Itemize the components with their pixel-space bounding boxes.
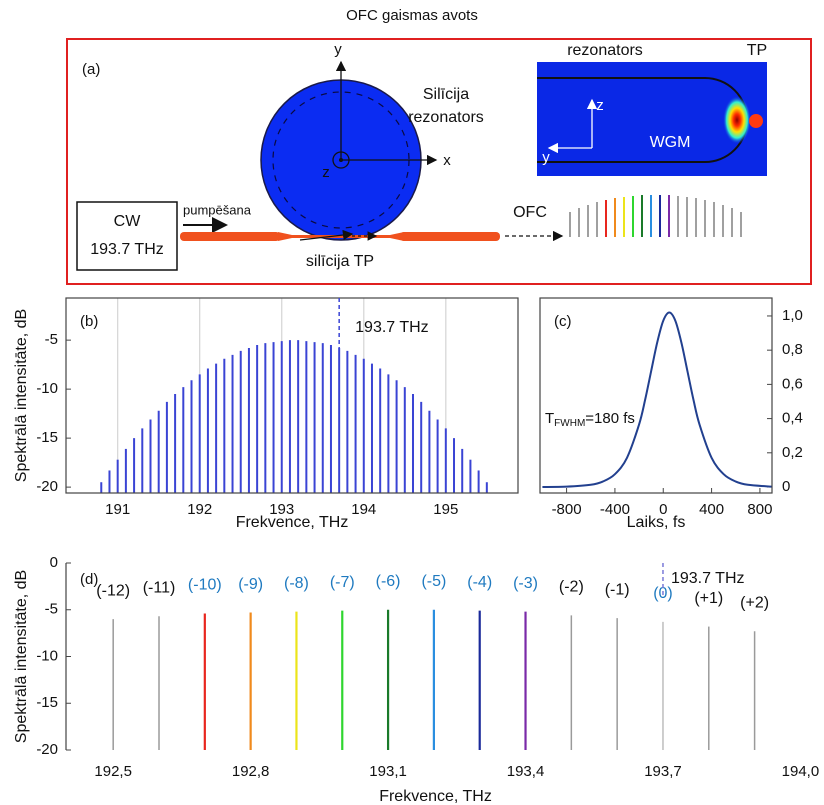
pulse-line: [542, 311, 773, 489]
stem-label: (-12): [96, 582, 130, 599]
figure-title: OFC gaismas avots: [346, 7, 478, 24]
y-tick-label: 0,8: [782, 341, 803, 358]
y-tick-label: 0,6: [782, 375, 803, 392]
waveguide: [400, 232, 500, 241]
inset-label: rezonators: [567, 42, 643, 59]
y-tick-label: 0,4: [782, 410, 803, 427]
axis-label: x: [443, 152, 451, 169]
x-tick-label: 191: [105, 501, 130, 518]
plot-frame: [65, 297, 519, 494]
x-tick-label: 195: [433, 501, 458, 518]
x-axis-title: Laiks, fs: [627, 514, 686, 531]
y-axis-title: Spektrālā intensitāte, dB: [13, 309, 30, 482]
source-label: 193.7 THz: [90, 241, 164, 258]
x-axis-title: Frekvence, THz: [379, 788, 492, 805]
x-tick-label: 400: [699, 501, 724, 518]
stem-label: (-10): [188, 577, 222, 594]
y-tick-label: -5: [45, 331, 58, 348]
panel-label: (a): [82, 61, 100, 78]
x-tick-label: -400: [600, 501, 630, 518]
annotation: TFWHM=180 fs: [545, 410, 635, 429]
comb-icon: [569, 195, 742, 237]
panel-label: (d): [80, 571, 98, 588]
panel-label: (b): [80, 313, 98, 330]
axis-z-dot: [339, 158, 343, 162]
annotation-subscript: FWHM: [554, 418, 585, 429]
annotation-symbol: T: [545, 410, 554, 427]
y-tick-label: -20: [36, 478, 58, 495]
plot-frame: [539, 297, 773, 494]
x-tick-label: -800: [552, 501, 582, 518]
wgm-mode: [723, 96, 751, 144]
waveguide-label: silīcija TP: [306, 253, 374, 270]
source-label: CW: [114, 213, 142, 230]
y-tick-label: 0: [782, 478, 790, 495]
x-tick-label: 192: [187, 501, 212, 518]
x-tick-label: 0: [659, 501, 667, 518]
stem-label: (-3): [513, 575, 538, 592]
stem-label: (-7): [330, 574, 355, 591]
resonator-label: rezonators: [408, 109, 484, 126]
x-tick-label: 192,8: [232, 763, 270, 780]
panel-label: (c): [554, 313, 572, 330]
annotation: 193.7 THz: [671, 570, 745, 587]
resonator-label: Silīcija: [423, 86, 469, 103]
x-tick-label: 194,0: [782, 763, 820, 780]
inset-axis-label: z: [596, 97, 604, 114]
waveguide: [180, 232, 280, 241]
diagram: (a) y x z Silīcija rezonators rezonators…: [66, 38, 812, 285]
x-tick-label: 193,7: [644, 763, 682, 780]
y-tick-label: -15: [36, 429, 58, 446]
annotation-text: =180 fs: [585, 410, 635, 427]
annotation: 193.7 THz: [355, 319, 429, 336]
inset-label: WGM: [650, 134, 691, 151]
stem-label: (-4): [467, 574, 492, 591]
x-tick-label: 192,5: [94, 763, 132, 780]
y-tick-label: -5: [45, 601, 58, 618]
y-tick-label: -15: [36, 694, 58, 711]
y-axis-title: Spektrālā intensitāte, dB: [13, 570, 30, 743]
axis-z-symbol: [332, 151, 350, 169]
y-tick-label: -10: [36, 647, 58, 664]
y-tick-label: -20: [36, 741, 58, 758]
inset-tp: [749, 114, 763, 128]
stem-label: (-6): [376, 573, 401, 590]
stem-label: (-1): [605, 581, 630, 598]
stem-label: (-2): [559, 579, 584, 596]
y-tick-label: -10: [36, 380, 58, 397]
output-label: OFC: [513, 204, 547, 221]
x-tick-label: 193,4: [507, 763, 545, 780]
y-tick-label: 1,0: [782, 307, 803, 324]
x-tick-label: 193,1: [369, 763, 407, 780]
stem-label: (-11): [143, 580, 176, 597]
x-tick-label: 194: [351, 501, 376, 518]
stem-label: (+2): [740, 594, 769, 611]
y-tick-label: 0,2: [782, 444, 803, 461]
waveguide-taper: [278, 232, 292, 241]
x-tick-label: 800: [747, 501, 772, 518]
x-tick-label: 193: [269, 501, 294, 518]
source-box: [76, 201, 178, 271]
axis-label: z: [322, 164, 330, 181]
inset-axis-label: y: [542, 149, 550, 166]
diagram-frame: [66, 38, 812, 285]
stem-label: (+1): [694, 590, 723, 607]
coupling-arrow: [299, 229, 354, 241]
pump-label: pumpēšana: [183, 202, 252, 217]
x-axis-title: Frekvence, THz: [236, 514, 349, 531]
stem-label: (-5): [421, 573, 446, 590]
axis-label: y: [334, 41, 342, 58]
stem-label: (-9): [238, 576, 263, 593]
y-tick-label: 0: [50, 554, 58, 571]
stem-label: (-8): [284, 575, 309, 592]
inset-label: TP: [747, 42, 767, 59]
